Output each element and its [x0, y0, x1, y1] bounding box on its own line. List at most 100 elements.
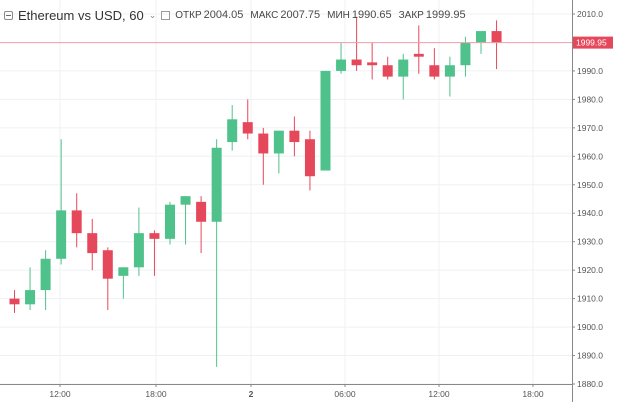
candle-down [289, 116, 300, 157]
candle-body [429, 65, 440, 77]
low-label: МИН [327, 9, 350, 21]
y-tick-label: 1940.0 [577, 208, 603, 218]
candle-up [118, 267, 129, 299]
candle-body [398, 59, 409, 77]
x-tick-label: 12:00 [428, 389, 450, 399]
candle-up [133, 207, 144, 276]
candle-up [320, 70, 331, 171]
candle-up [273, 130, 284, 174]
candle-body [133, 233, 144, 268]
open-label: ОТКР [175, 9, 202, 21]
y-tick-label: 1930.0 [577, 237, 603, 247]
candle-body [289, 130, 300, 143]
candle-down [9, 290, 20, 313]
chevron-down-icon[interactable]: ⌄ [148, 9, 157, 20]
series-settings-icon[interactable] [161, 10, 171, 20]
x-tick-label: 18:00 [522, 389, 544, 399]
last-price-tag-label: 1999.95 [576, 38, 607, 48]
grid [0, 0, 572, 385]
candle-body [9, 298, 20, 305]
candle-down [242, 99, 253, 140]
candle-down [196, 196, 207, 254]
candle-body [336, 59, 347, 71]
last-price-tag-bg [573, 36, 613, 49]
symbol-legend: Ethereum vs USD, 60 ⌄ ОТКР 2004.05 МАКС … [4, 6, 473, 24]
candle-up [227, 105, 238, 151]
candle-down [258, 127, 269, 185]
last-price-tag: 1999.95 [573, 36, 613, 49]
candle-body [40, 258, 51, 291]
x-tick-label: 06:00 [334, 389, 356, 399]
candle-down [149, 230, 160, 276]
candle-body [180, 196, 191, 205]
candle-down [413, 25, 424, 74]
candle-up [25, 267, 36, 310]
open-value: 2004.05 [203, 9, 244, 21]
y-tick-label: 1910.0 [577, 294, 603, 304]
y-tick-label: 1970.0 [577, 123, 603, 133]
candle-up [165, 201, 175, 245]
candle-down [382, 56, 393, 80]
symbol-title[interactable]: Ethereum vs USD, 60 [18, 7, 144, 23]
candle-down [367, 42, 378, 80]
candle-body [367, 62, 378, 66]
y-tick-label: 1900.0 [577, 322, 603, 332]
low-value: 1990.65 [351, 9, 392, 21]
y-tick-label: 1960.0 [577, 151, 603, 161]
candle-up [211, 139, 222, 367]
candle-body [227, 119, 238, 143]
close-label: ЗАКР [398, 9, 424, 21]
candle-up [398, 53, 409, 100]
candle-body [196, 201, 207, 222]
collapse-legend-icon[interactable] [4, 10, 13, 20]
candle-up [476, 31, 486, 54]
candle-body [71, 210, 82, 234]
candle-body [382, 65, 393, 77]
y-tick-label: 1980.0 [577, 94, 603, 104]
candle-body [118, 267, 129, 276]
candle-down [304, 130, 315, 191]
y-tick-label: 1950.0 [577, 180, 603, 190]
x-tick-label: 2 [249, 389, 254, 399]
candle-down [102, 247, 113, 310]
candle-up [444, 56, 455, 97]
candle-body [413, 53, 424, 57]
close-value: 1999.95 [425, 9, 466, 21]
candle-body [351, 59, 362, 66]
candle-body [211, 147, 222, 222]
candle-body [476, 31, 486, 43]
x-tick-label: 12:00 [49, 389, 71, 399]
y-tick-label: 1920.0 [577, 265, 603, 275]
y-tick-label: 1990.0 [577, 66, 603, 76]
candle-body [304, 139, 315, 177]
candle-body [491, 31, 502, 43]
candle-body [25, 290, 36, 305]
high-label: МАКС [250, 9, 279, 21]
high-value: 2007.75 [280, 9, 321, 21]
candle-up [180, 196, 191, 245]
candle-down [351, 16, 362, 71]
candle-down [491, 20, 502, 70]
candles [9, 16, 502, 367]
y-tick-label: 2010.0 [577, 9, 603, 19]
candle-up [56, 139, 67, 265]
candle-down [429, 48, 440, 80]
y-tick-label: 1880.0 [577, 379, 603, 389]
x-tick-label: 18:00 [145, 389, 167, 399]
candle-body [320, 70, 331, 171]
candle-down [87, 218, 98, 271]
candle-up [460, 36, 471, 77]
candle-body [87, 233, 98, 254]
candle-body [273, 130, 284, 154]
candle-up [336, 42, 347, 74]
candle-down [71, 193, 82, 248]
y-tick-label: 1890.0 [577, 351, 603, 361]
candle-body [165, 204, 175, 239]
candle-body [460, 42, 471, 66]
candle-up [40, 250, 51, 310]
candle-body [444, 65, 455, 77]
candle-body [242, 122, 253, 134]
